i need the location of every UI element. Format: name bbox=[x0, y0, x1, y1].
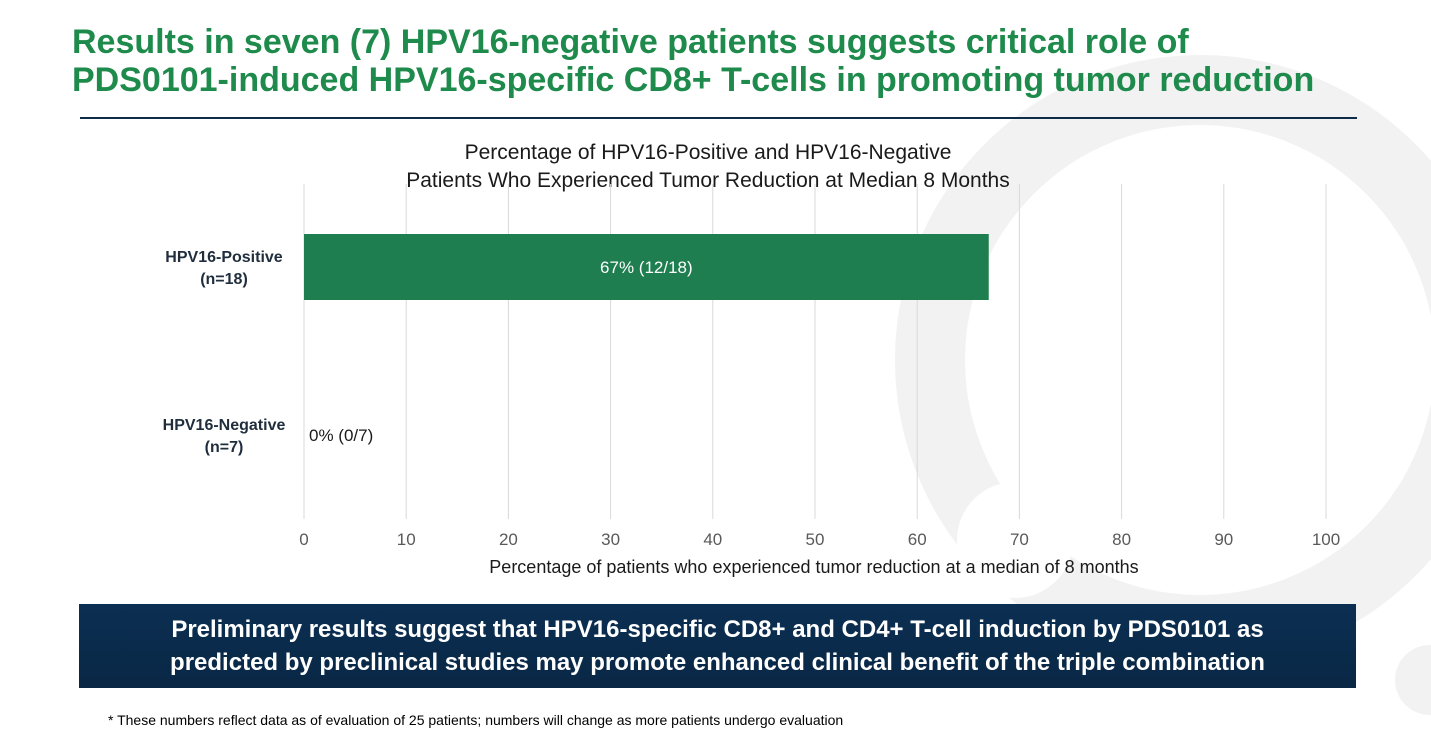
x-tick-label-20: 20 bbox=[499, 530, 518, 549]
category-label-0-line-0: HPV16-Positive bbox=[165, 249, 282, 266]
x-tick-label-50: 50 bbox=[806, 530, 825, 549]
footnote: * These numbers reflect data as of evalu… bbox=[108, 712, 844, 728]
watermark-dot-small bbox=[1395, 645, 1431, 715]
bar-chart: Percentage of HPV16-Positive and HPV16-N… bbox=[163, 141, 1341, 577]
category-label-1-line-0: HPV16-Negative bbox=[163, 417, 286, 434]
category-label-1-line-1: (n=7) bbox=[205, 439, 244, 456]
conclusion-banner: Preliminary results suggest that HPV16-s… bbox=[79, 604, 1356, 688]
x-tick-label-0: 0 bbox=[299, 530, 308, 549]
data-label-0: 67% (12/18) bbox=[600, 258, 693, 277]
conclusion-line-1: Preliminary results suggest that HPV16-s… bbox=[171, 616, 1264, 643]
slide-title-line-1: Results in seven (7) HPV16-negative pati… bbox=[72, 23, 1189, 61]
bars: 67% (12/18) 0% (0/7) bbox=[304, 234, 989, 445]
x-tick-label-30: 30 bbox=[601, 530, 620, 549]
x-tick-label-90: 90 bbox=[1214, 530, 1233, 549]
x-tick-label-10: 10 bbox=[397, 530, 416, 549]
chart-title: Percentage of HPV16-Positive and HPV16-N… bbox=[406, 141, 1009, 192]
x-tick-label-100: 100 bbox=[1312, 530, 1340, 549]
x-tick-label-70: 70 bbox=[1010, 530, 1029, 549]
data-label-1: 0% (0/7) bbox=[309, 426, 373, 445]
x-tick-label-40: 40 bbox=[703, 530, 722, 549]
slide-title-line-2: PDS0101-induced HPV16-specific CD8+ T-ce… bbox=[72, 61, 1315, 99]
chart-title-line-2: Patients Who Experienced Tumor Reduction… bbox=[406, 169, 1009, 192]
bar-0 bbox=[304, 234, 989, 300]
title-divider bbox=[80, 117, 1357, 119]
category-label-0-line-1: (n=18) bbox=[200, 271, 248, 288]
x-tick-labels: 0 10 20 30 40 50 60 70 80 90 100 bbox=[299, 530, 1340, 549]
category-labels: HPV16-Positive (n=18) HPV16-Negative (n=7) bbox=[163, 249, 286, 456]
x-axis-label: Percentage of patients who experienced t… bbox=[489, 557, 1138, 577]
x-tick-label-80: 80 bbox=[1112, 530, 1131, 549]
x-tick-label-60: 60 bbox=[908, 530, 927, 549]
chart-title-line-1: Percentage of HPV16-Positive and HPV16-N… bbox=[465, 141, 952, 164]
watermark-dot bbox=[957, 482, 1073, 598]
conclusion-line-2: predicted by preclinical studies may pro… bbox=[170, 649, 1265, 676]
